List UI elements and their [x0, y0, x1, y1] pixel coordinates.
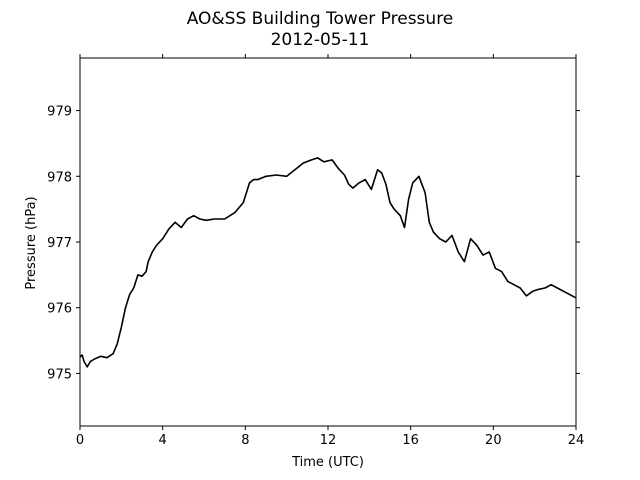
x-axis-label: Time (UTC)	[291, 455, 364, 470]
x-tick-label-20: 20	[485, 433, 502, 448]
x-tick-label-8: 8	[241, 433, 249, 448]
x-tick-label-0: 0	[76, 433, 84, 448]
y-tick-label-978: 978	[47, 170, 72, 185]
x-tick-label-12: 12	[320, 433, 337, 448]
y-tick-label-977: 977	[47, 236, 72, 251]
plot-area: 0 4 8 12 16 20 24 975 976 977 978 979	[47, 54, 584, 448]
plot-frame	[79, 57, 577, 427]
y-tick-label-976: 976	[47, 302, 72, 317]
chart-subtitle: 2012-05-11	[271, 30, 370, 50]
y-tick-label-979: 979	[47, 105, 72, 120]
x-tick-label-24: 24	[568, 433, 585, 448]
y-tick-label-975: 975	[47, 367, 72, 382]
series-line-0	[79, 157, 577, 368]
chart-title: AO&SS Building Tower Pressure	[187, 9, 454, 29]
x-tick-label-16: 16	[402, 433, 419, 448]
x-tick-label-4: 4	[159, 433, 167, 448]
y-axis-label: Pressure (hPa)	[24, 196, 39, 289]
